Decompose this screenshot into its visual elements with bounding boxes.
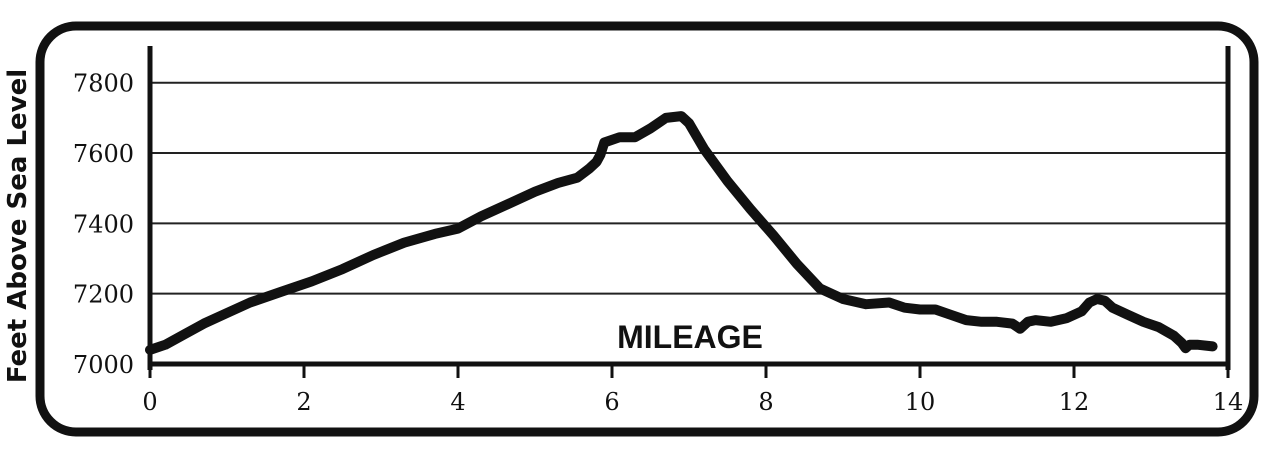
x-tick-12: 12 [1059,388,1090,416]
y-tick-labels: 7000 7200 7400 7600 7800 [73,70,134,379]
x-axis-label: MILEAGE [617,319,763,355]
axes [147,46,1231,370]
x-tick-0: 0 [142,388,157,416]
y-axis-label: Feet Above Sea Level [3,69,33,383]
y-tick-7400: 7400 [73,210,134,238]
x-tick-labels: 0 2 4 6 8 10 12 14 [142,364,1243,416]
gridlines [150,81,1228,295]
x-tick-2: 2 [296,388,311,416]
x-tick-8: 8 [758,388,773,416]
elevation-profile-line [145,111,1218,355]
x-tick-6: 6 [604,388,619,416]
y-tick-7600: 7600 [73,140,134,168]
x-tick-10: 10 [905,388,936,416]
y-tick-7000: 7000 [73,351,134,379]
y-tick-7200: 7200 [73,281,134,309]
x-tick-14: 14 [1213,388,1244,416]
y-tick-7800: 7800 [73,70,134,98]
chart-frame [35,21,1259,437]
x-tick-4: 4 [450,388,465,416]
